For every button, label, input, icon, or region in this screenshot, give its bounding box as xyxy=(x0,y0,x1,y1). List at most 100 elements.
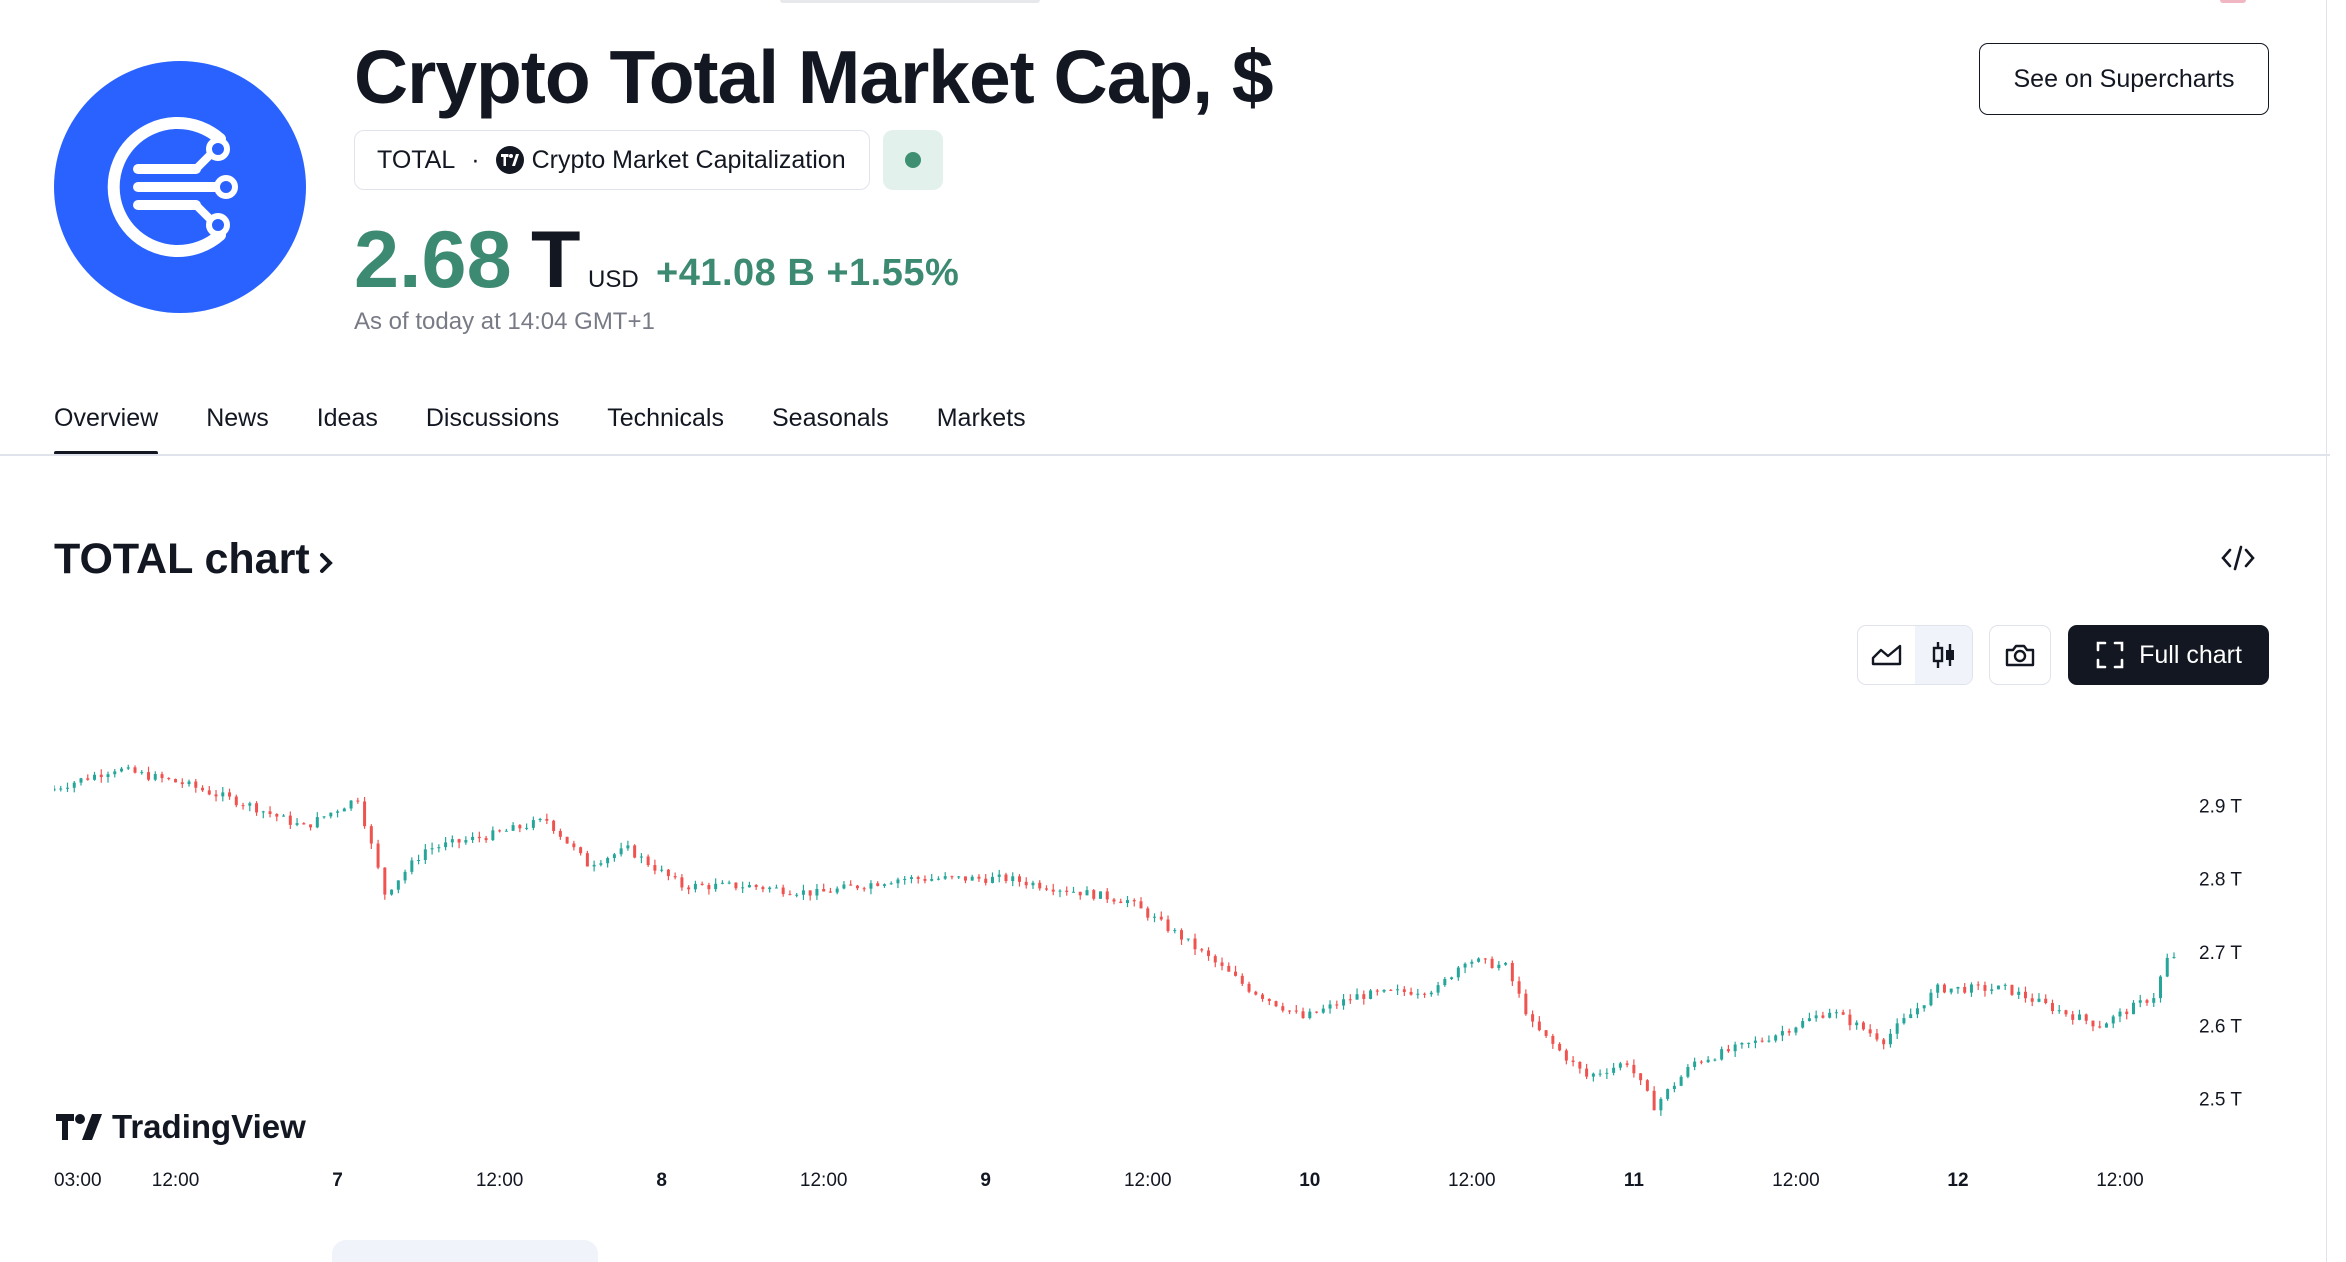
candle xyxy=(1335,1000,1339,1009)
tab-news[interactable]: News xyxy=(206,404,269,432)
candle xyxy=(639,853,643,864)
tab-seasonals[interactable]: Seasonals xyxy=(771,404,889,432)
full-chart-button[interactable]: Full chart xyxy=(2068,625,2269,685)
candle xyxy=(680,874,684,891)
candle xyxy=(2104,1022,2108,1028)
candle xyxy=(707,882,711,895)
x-tick-label: 9 xyxy=(980,1170,991,1191)
symbol-pill[interactable]: TOTAL · Crypto Market Capitalization xyxy=(354,130,870,190)
candle xyxy=(1875,1028,1879,1042)
candle xyxy=(903,875,907,885)
candle xyxy=(1814,1010,1818,1022)
candle xyxy=(153,771,157,782)
candle xyxy=(457,838,461,849)
candle xyxy=(1882,1037,1886,1050)
candle xyxy=(909,875,913,884)
candle xyxy=(2030,993,2034,1007)
candle xyxy=(255,801,259,816)
tab-overview[interactable]: Overview xyxy=(54,404,159,455)
candle xyxy=(2017,987,2021,999)
candle xyxy=(315,812,319,829)
y-tick-label: 2.7 T xyxy=(2199,943,2242,964)
tradingview-brand-label: TradingView xyxy=(112,1108,306,1145)
candle xyxy=(2145,998,2149,1006)
candle xyxy=(450,835,454,848)
candlestick-chart[interactable]: 2.9 T 2.8 T 2.7 T 2.6 T 2.5 T 03:00 12:00 7 12:0… xyxy=(54,710,2254,1200)
candle xyxy=(1227,962,1231,972)
candle xyxy=(1699,1060,1703,1065)
tab-ideas[interactable]: Ideas xyxy=(316,404,378,432)
candle xyxy=(1274,1000,1278,1008)
candle xyxy=(788,890,792,896)
candle xyxy=(1355,988,1359,1000)
candle xyxy=(417,854,421,865)
candle xyxy=(1963,983,1967,994)
candle xyxy=(1605,1068,1609,1080)
candle xyxy=(1186,938,1190,942)
candle xyxy=(2057,1005,2061,1014)
candle xyxy=(1051,883,1055,896)
x-tick-label: 03:00 xyxy=(54,1170,102,1191)
chart-title-link[interactable]: TOTAL chart xyxy=(54,535,338,584)
code-embed-icon[interactable] xyxy=(2218,540,2258,576)
candle xyxy=(491,826,495,841)
area-chart-icon[interactable] xyxy=(1858,626,1915,684)
candle xyxy=(1254,990,1258,996)
candle xyxy=(1686,1064,1690,1079)
candle xyxy=(950,875,954,880)
candle xyxy=(1639,1073,1643,1086)
right-toolbar-edge xyxy=(2326,0,2346,1262)
as-of-timestamp: As of today at 14:04 GMT+1 xyxy=(354,308,655,335)
candle xyxy=(194,778,198,793)
candle xyxy=(1483,957,1487,964)
candle xyxy=(464,836,468,845)
candle xyxy=(1828,1008,1832,1019)
candle xyxy=(302,822,306,825)
tab-markets[interactable]: Markets xyxy=(936,404,1026,432)
candle xyxy=(1443,976,1447,987)
tradingview-logo[interactable]: TradingView xyxy=(56,1108,306,1146)
candle xyxy=(1477,957,1481,963)
candle xyxy=(2118,1008,2122,1023)
tab-discussions[interactable]: Discussions xyxy=(425,404,560,432)
candle xyxy=(133,765,137,774)
candle xyxy=(1038,880,1042,891)
candle xyxy=(1990,983,1994,995)
x-tick-label: 12 xyxy=(1947,1170,1968,1191)
candle xyxy=(207,786,211,796)
candle xyxy=(1645,1079,1649,1092)
candle xyxy=(822,883,826,892)
candle xyxy=(835,886,839,895)
candle xyxy=(2044,994,2048,1005)
tab-technicals[interactable]: Technicals xyxy=(607,404,724,432)
see-on-supercharts-button[interactable]: See on Supercharts xyxy=(1979,43,2269,115)
candle xyxy=(687,885,691,895)
candle xyxy=(754,884,758,890)
candle xyxy=(876,881,880,887)
y-tick-label: 2.9 T xyxy=(2199,796,2242,817)
candle xyxy=(1375,988,1379,996)
candle xyxy=(1531,1010,1535,1028)
market-status-badge[interactable] xyxy=(883,130,943,190)
candle xyxy=(268,806,272,818)
source-label: Crypto Market Capitalization xyxy=(531,145,846,174)
candlestick-icon[interactable] xyxy=(1915,626,1972,684)
candle xyxy=(1625,1060,1629,1068)
candle xyxy=(140,770,144,775)
candle xyxy=(106,771,110,783)
candle xyxy=(1490,956,1494,969)
candle xyxy=(187,779,191,787)
candle xyxy=(612,852,616,862)
candle xyxy=(1409,987,1413,996)
candle xyxy=(444,837,448,851)
candle xyxy=(1315,1011,1319,1014)
candle xyxy=(1382,989,1386,993)
candle xyxy=(646,854,650,867)
candle xyxy=(849,880,853,886)
camera-icon[interactable] xyxy=(1989,625,2051,685)
candle xyxy=(180,778,184,788)
candle xyxy=(79,777,83,786)
candle xyxy=(1787,1028,1791,1036)
candle xyxy=(1524,989,1528,1016)
candle xyxy=(126,764,130,770)
